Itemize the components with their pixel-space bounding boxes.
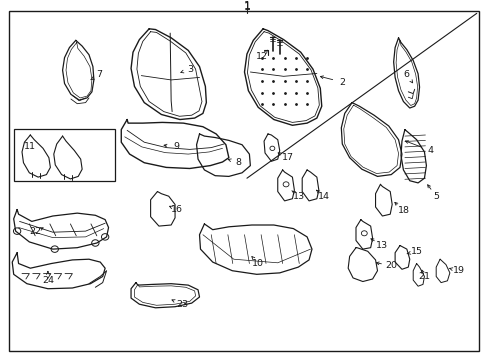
Text: 6: 6 bbox=[403, 71, 409, 80]
Ellipse shape bbox=[361, 231, 366, 236]
Ellipse shape bbox=[102, 234, 109, 240]
Text: 20: 20 bbox=[385, 261, 396, 270]
Text: 14: 14 bbox=[317, 192, 329, 201]
Text: 10: 10 bbox=[252, 259, 264, 268]
Text: 23: 23 bbox=[176, 300, 187, 309]
Text: 19: 19 bbox=[452, 266, 464, 275]
Ellipse shape bbox=[283, 182, 288, 187]
Text: 17: 17 bbox=[281, 153, 293, 162]
Text: 5: 5 bbox=[432, 192, 438, 201]
Ellipse shape bbox=[14, 228, 20, 234]
Text: 18: 18 bbox=[397, 206, 408, 215]
Text: 9: 9 bbox=[173, 143, 179, 152]
Text: 13: 13 bbox=[293, 192, 305, 201]
Text: 24: 24 bbox=[42, 276, 54, 285]
Text: 21: 21 bbox=[418, 272, 429, 281]
Bar bbox=[14, 129, 115, 181]
Text: 15: 15 bbox=[410, 247, 422, 256]
Text: 13: 13 bbox=[376, 241, 387, 250]
Text: 8: 8 bbox=[235, 158, 241, 167]
Text: 1: 1 bbox=[243, 2, 250, 12]
Text: 4: 4 bbox=[427, 146, 432, 155]
Text: 12: 12 bbox=[255, 53, 267, 62]
Text: 22: 22 bbox=[29, 227, 41, 236]
Text: 3: 3 bbox=[187, 65, 193, 74]
Text: 16: 16 bbox=[171, 205, 183, 214]
Ellipse shape bbox=[51, 246, 59, 252]
Text: 1: 1 bbox=[243, 1, 250, 12]
Ellipse shape bbox=[92, 240, 99, 246]
Text: 11: 11 bbox=[24, 143, 36, 152]
Ellipse shape bbox=[269, 146, 274, 150]
Text: 2: 2 bbox=[339, 78, 345, 87]
Text: 7: 7 bbox=[96, 71, 102, 80]
